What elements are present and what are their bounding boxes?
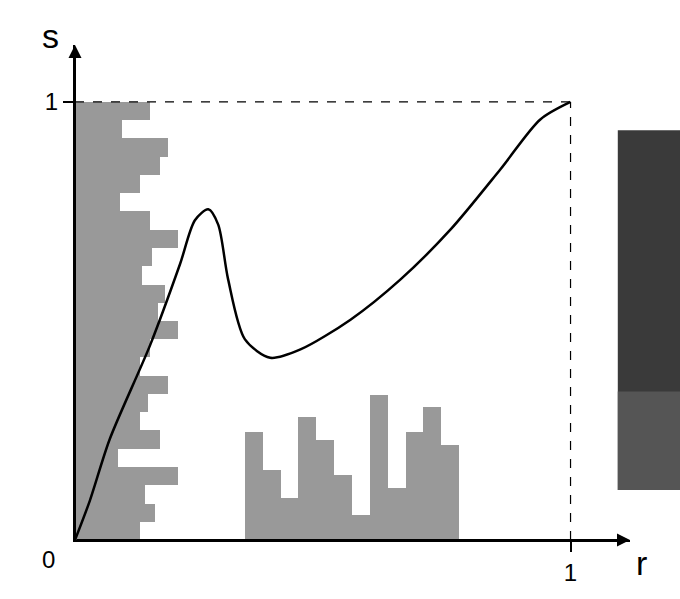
svg-text:s: s [42,17,59,55]
svg-text:1: 1 [564,559,577,586]
svg-text:1: 1 [45,88,58,115]
svg-text:r: r [636,544,647,582]
svg-text:0: 0 [42,546,55,573]
